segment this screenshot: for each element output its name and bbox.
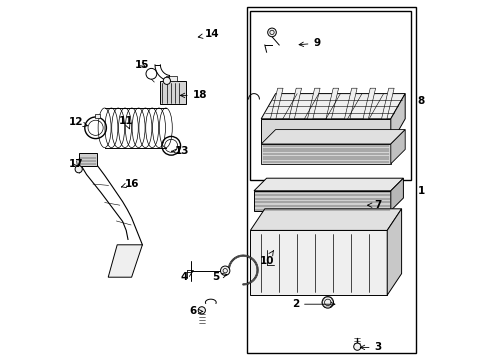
- Polygon shape: [261, 130, 405, 144]
- Polygon shape: [261, 119, 391, 144]
- Circle shape: [75, 166, 82, 173]
- Polygon shape: [108, 245, 143, 277]
- Polygon shape: [387, 209, 402, 295]
- Bar: [254, 191, 391, 211]
- Text: 10: 10: [259, 251, 274, 266]
- Text: 4: 4: [180, 272, 193, 282]
- Text: 1: 1: [417, 186, 425, 196]
- Circle shape: [198, 307, 205, 314]
- Circle shape: [270, 30, 274, 35]
- Text: 18: 18: [180, 90, 207, 100]
- Polygon shape: [261, 94, 405, 119]
- Circle shape: [322, 297, 334, 308]
- Text: 8: 8: [417, 96, 425, 106]
- Polygon shape: [391, 178, 403, 211]
- Text: 14: 14: [198, 29, 220, 39]
- Bar: [95, 114, 100, 118]
- Polygon shape: [382, 88, 394, 119]
- Text: 2: 2: [292, 299, 335, 309]
- Text: 16: 16: [122, 179, 139, 189]
- Circle shape: [268, 28, 276, 37]
- Circle shape: [163, 77, 171, 84]
- Text: 15: 15: [135, 60, 149, 70]
- Text: 5: 5: [213, 272, 227, 282]
- Text: 7: 7: [368, 200, 382, 210]
- Text: 9: 9: [299, 38, 320, 48]
- Bar: [250, 230, 387, 295]
- Polygon shape: [250, 209, 402, 230]
- Bar: [247, 7, 416, 353]
- Circle shape: [223, 269, 227, 273]
- Text: 6: 6: [189, 306, 203, 316]
- Polygon shape: [270, 88, 283, 119]
- Text: 12: 12: [69, 117, 88, 127]
- Circle shape: [324, 299, 331, 306]
- Text: 17: 17: [69, 159, 83, 169]
- Polygon shape: [254, 178, 403, 191]
- Circle shape: [220, 266, 230, 275]
- Text: 3: 3: [360, 342, 382, 352]
- Polygon shape: [308, 88, 320, 119]
- Polygon shape: [363, 88, 376, 119]
- Bar: [250, 11, 411, 180]
- Circle shape: [354, 343, 361, 350]
- Bar: [160, 81, 186, 104]
- Polygon shape: [391, 130, 405, 164]
- Text: 13: 13: [172, 146, 189, 156]
- Text: 11: 11: [119, 116, 133, 129]
- Polygon shape: [344, 88, 357, 119]
- Bar: [261, 144, 391, 164]
- Polygon shape: [289, 88, 301, 119]
- Polygon shape: [391, 94, 405, 144]
- Polygon shape: [79, 153, 98, 166]
- Bar: [166, 76, 176, 81]
- Polygon shape: [326, 88, 339, 119]
